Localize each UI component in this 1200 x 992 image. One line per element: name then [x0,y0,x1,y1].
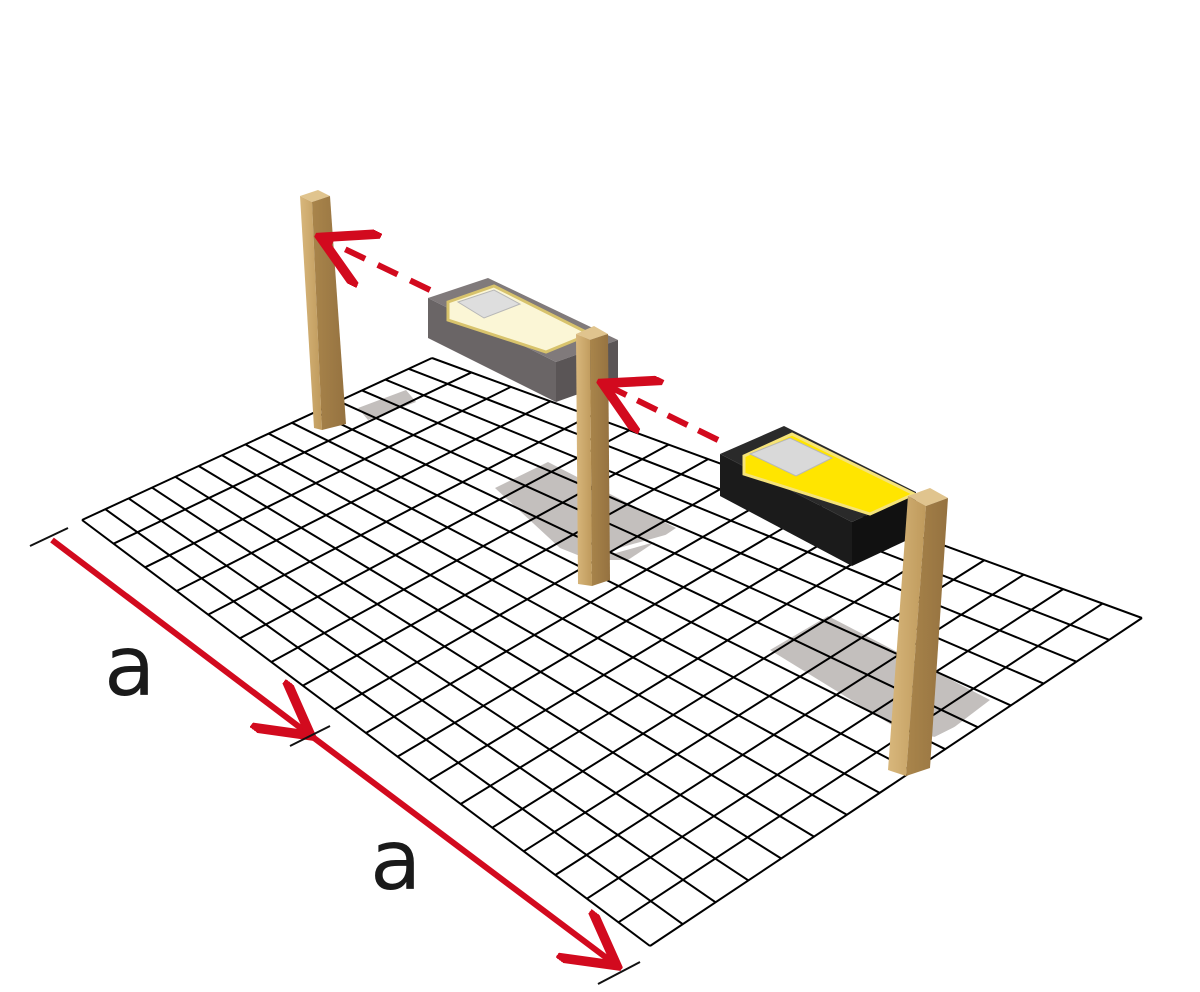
grid-line-col-1 [104,508,684,925]
dimension-tick-end [597,961,641,985]
device-front [720,454,852,566]
grid-line-row-2 [144,385,512,569]
dimension-tick-middle [289,725,331,747]
laser-beam-middle [608,386,720,443]
grid-line-col-10 [314,411,979,729]
grid-line-col-0 [81,519,651,947]
grid-line-row-1 [113,371,472,545]
grid-line-row-12 [460,530,906,805]
grid-line-col-8 [268,432,913,772]
grid-line-col-5 [198,465,815,838]
grid-line-row-15 [554,573,1025,876]
grid-line-row-13 [491,544,946,829]
grid-line-row-11 [428,516,867,782]
wooden-post-icon [300,190,346,430]
dimension-line-1 [29,527,331,747]
grid-line-row-9 [365,487,788,734]
grid-line-row-10 [397,501,827,758]
dimension-line-2 [312,735,641,985]
grid-line-row-18 [649,617,1143,947]
dimension-label-1: a [104,617,156,715]
grid-line-col-7 [244,443,881,794]
dimension-label-2: a [370,811,422,909]
grid-line-row-5 [239,429,630,640]
grid-line-col-13 [384,378,1077,663]
device-display [748,437,834,477]
laser-distance-meter-icon [720,426,918,566]
grid-line-row-3 [176,400,551,592]
floor-grid [81,357,1143,947]
grid-line-col-2 [128,497,717,904]
wooden-post-icon [888,488,948,776]
dimension-arrow-1 [50,537,306,732]
wooden-post-icon [576,326,610,586]
ghost-device-display [456,289,522,319]
grid-line-col-6 [221,454,848,816]
laser-beam-left [326,240,432,293]
shadow-ghost-device [358,390,416,420]
device-side [852,492,916,566]
dimension-arrow-2 [312,735,612,962]
grid-line-row-7 [302,458,709,687]
grid-line-col-3 [151,486,749,882]
grid-line-col-9 [291,421,946,751]
shadow-highlight-2 [928,709,992,745]
grid-line-row-17 [617,602,1104,924]
grid-line-row-0 [81,357,433,521]
laser-meter-ghost [428,278,618,402]
grid-line-row-8 [333,472,749,711]
grid-line-row-16 [586,588,1064,900]
dimension-tick-start [29,527,69,547]
grid-line-row-4 [207,414,591,616]
shadow-highlight-1 [611,532,677,554]
grid-line-col-4 [174,475,782,860]
